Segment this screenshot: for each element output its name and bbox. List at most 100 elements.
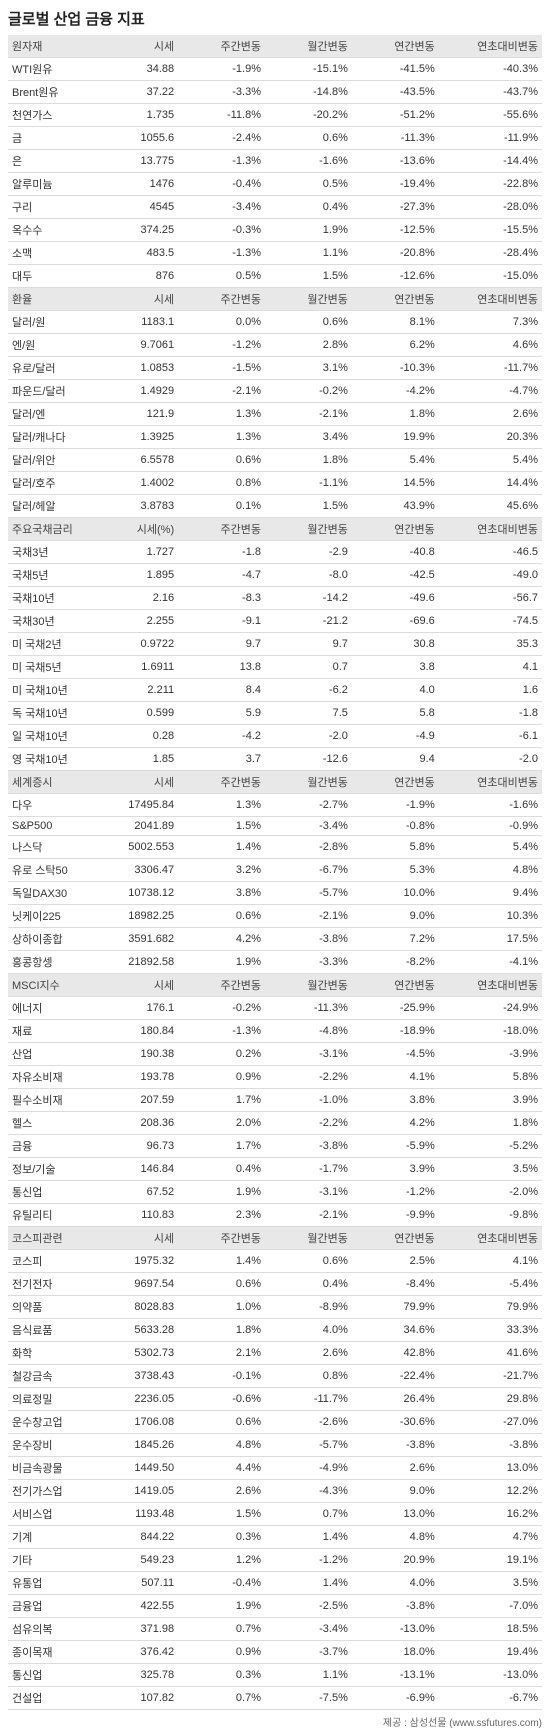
row-label: 전기가스업 xyxy=(8,1480,87,1503)
row-label: 정보/기술 xyxy=(8,1158,87,1181)
cell-value: 13.0% xyxy=(439,1457,542,1480)
row-label: 국채3년 xyxy=(8,541,87,564)
cell-value: 1.85 xyxy=(87,748,178,771)
table-row: 금융96.731.7%-3.8%-5.9%-5.2% xyxy=(8,1135,542,1158)
cell-value: -3.8% xyxy=(352,1595,439,1618)
cell-value: -5.2% xyxy=(439,1135,542,1158)
cell-value: 180.84 xyxy=(87,1020,178,1043)
cell-value: -13.1% xyxy=(352,1664,439,1687)
cell-value: 13.0% xyxy=(352,1503,439,1526)
cell-value: 9.4% xyxy=(439,882,542,905)
cell-value: 34.88 xyxy=(87,58,178,81)
cell-value: -12.6% xyxy=(352,265,439,288)
cell-value: -2.0% xyxy=(439,1181,542,1204)
column-header: 시세 xyxy=(87,288,178,311)
row-label: 재료 xyxy=(8,1020,87,1043)
cell-value: 0.9722 xyxy=(87,633,178,656)
row-label: 유로/달러 xyxy=(8,357,87,380)
cell-value: 96.73 xyxy=(87,1135,178,1158)
cell-value: 207.59 xyxy=(87,1089,178,1112)
cell-value: 20.9% xyxy=(352,1549,439,1572)
cell-value: 79.9% xyxy=(439,1296,542,1319)
cell-value: 18.0% xyxy=(352,1641,439,1664)
cell-value: 5.3% xyxy=(352,859,439,882)
row-label: 통신업 xyxy=(8,1181,87,1204)
row-label: 국채10년 xyxy=(8,587,87,610)
table-row: 재료180.84-1.3%-4.8%-18.9%-18.0% xyxy=(8,1020,542,1043)
cell-value: -10.3% xyxy=(352,357,439,380)
cell-value: -13.6% xyxy=(352,150,439,173)
row-label: 영 국채10년 xyxy=(8,748,87,771)
table-row: WTI원유34.88-1.9%-15.1%-41.5%-40.3% xyxy=(8,58,542,81)
cell-value: 0.5% xyxy=(265,173,352,196)
cell-value: 1.4% xyxy=(178,1250,265,1273)
cell-value: -43.5% xyxy=(352,81,439,104)
column-header: 연간변동 xyxy=(352,518,439,541)
cell-value: 1.3% xyxy=(178,794,265,817)
cell-value: -27.3% xyxy=(352,196,439,219)
table-row: 독 국채10년0.5995.97.55.8-1.8 xyxy=(8,702,542,725)
cell-value: -5.9% xyxy=(352,1135,439,1158)
cell-value: 3.5% xyxy=(439,1158,542,1181)
column-header: 월간변동 xyxy=(265,518,352,541)
cell-value: 1.4002 xyxy=(87,472,178,495)
row-label: 헬스 xyxy=(8,1112,87,1135)
cell-value: 4.0 xyxy=(352,679,439,702)
cell-value: -2.7% xyxy=(265,794,352,817)
cell-value: 2.8% xyxy=(265,334,352,357)
cell-value: -2.4% xyxy=(178,127,265,150)
cell-value: 4.1 xyxy=(439,656,542,679)
cell-value: -3.3% xyxy=(265,951,352,974)
column-header: 주간변동 xyxy=(178,1227,265,1250)
table-row: 전기전자9697.540.6%0.4%-8.4%-5.4% xyxy=(8,1273,542,1296)
data-source-footer: 제공 : 삼성선물 (www.ssfutures.com) xyxy=(8,1714,542,1729)
row-label: 일 국채10년 xyxy=(8,725,87,748)
row-label: 구리 xyxy=(8,196,87,219)
table-row: 산업190.380.2%-3.1%-4.5%-3.9% xyxy=(8,1043,542,1066)
table-row: 다우17495.841.3%-2.7%-1.9%-1.6% xyxy=(8,794,542,817)
section-name: MSCI지수 xyxy=(8,974,87,997)
cell-value: 7.2% xyxy=(352,928,439,951)
table-row: 운수장비1845.264.8%-5.7%-3.8%-3.8% xyxy=(8,1434,542,1457)
cell-value: -2.9 xyxy=(265,541,352,564)
row-label: 철강금속 xyxy=(8,1365,87,1388)
cell-value: -3.4% xyxy=(265,1618,352,1641)
cell-value: -3.1% xyxy=(265,1043,352,1066)
cell-value: -6.9% xyxy=(352,1687,439,1710)
cell-value: -5.7% xyxy=(265,882,352,905)
cell-value: 7.3% xyxy=(439,311,542,334)
column-header: 시세 xyxy=(87,974,178,997)
table-row: 옥수수374.25-0.3%1.9%-12.5%-15.5% xyxy=(8,219,542,242)
table-row: 달러/헤알3.87830.1%1.5%43.9%45.6% xyxy=(8,495,542,518)
row-label: 산업 xyxy=(8,1043,87,1066)
row-label: 미 국채10년 xyxy=(8,679,87,702)
cell-value: -1.6% xyxy=(439,794,542,817)
cell-value: -30.6% xyxy=(352,1411,439,1434)
cell-value: 371.98 xyxy=(87,1618,178,1641)
table-row: 국채3년1.727-1.8-2.9-40.8-46.5 xyxy=(8,541,542,564)
cell-value: 3591.682 xyxy=(87,928,178,951)
cell-value: -0.4% xyxy=(178,173,265,196)
table-row: 헬스208.362.0%-2.2%4.2%1.8% xyxy=(8,1112,542,1135)
cell-value: 2.6% xyxy=(439,403,542,426)
cell-value: -25.9% xyxy=(352,997,439,1020)
row-label: 달러/호주 xyxy=(8,472,87,495)
cell-value: 3.8% xyxy=(352,1089,439,1112)
cell-value: 1.8% xyxy=(439,1112,542,1135)
cell-value: 1.5% xyxy=(265,495,352,518)
cell-value: 3.8% xyxy=(178,882,265,905)
cell-value: -5.4% xyxy=(439,1273,542,1296)
cell-value: 1.3925 xyxy=(87,426,178,449)
cell-value: 1.8% xyxy=(265,449,352,472)
cell-value: 3.8783 xyxy=(87,495,178,518)
table-row: 대두8760.5%1.5%-12.6%-15.0% xyxy=(8,265,542,288)
cell-value: -1.5% xyxy=(178,357,265,380)
cell-value: 19.9% xyxy=(352,426,439,449)
cell-value: 4.0% xyxy=(352,1572,439,1595)
cell-value: -11.7% xyxy=(439,357,542,380)
cell-value: 43.9% xyxy=(352,495,439,518)
cell-value: -9.8% xyxy=(439,1204,542,1227)
cell-value: 0.599 xyxy=(87,702,178,725)
cell-value: 4.8% xyxy=(178,1434,265,1457)
cell-value: 18982.25 xyxy=(87,905,178,928)
